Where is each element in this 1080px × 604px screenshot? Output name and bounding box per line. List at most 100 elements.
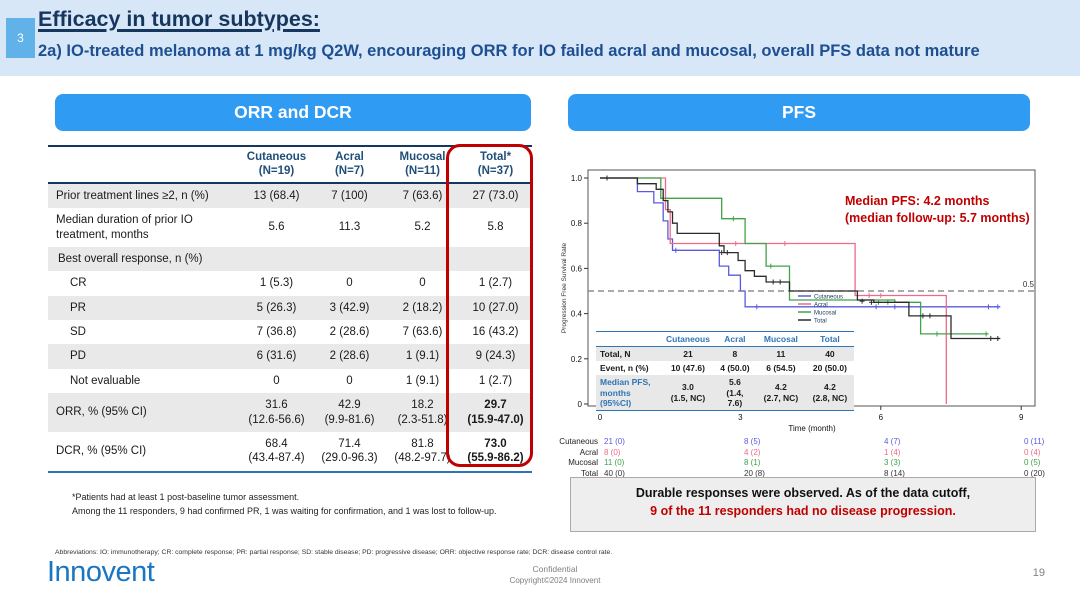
- plot-area: [587, 169, 1036, 407]
- table-cell: 11.3: [338, 221, 361, 234]
- table-cell: 0: [346, 374, 353, 387]
- row-label: Prior treatment lines ≥2, n (%): [56, 189, 209, 202]
- table-cell: 1 (9.1): [405, 350, 440, 363]
- inset-cell: 21: [683, 349, 693, 359]
- at-risk-row-label: Mucosal: [568, 458, 598, 467]
- table-cell: 42.9 (9.9-81.6): [324, 399, 375, 426]
- row-label: SD: [70, 326, 86, 338]
- table-row: SD 7 (36.8) 2 (28.6) 7 (63.6) 16 (43.2): [48, 320, 532, 344]
- row-label: PR: [70, 301, 86, 314]
- table-cell: 1 (2.7): [478, 374, 513, 387]
- table-cell: 2 (18.2): [402, 301, 443, 314]
- table-cell: 27 (73.0): [472, 189, 519, 202]
- legend-label: Cutaneous: [814, 295, 843, 301]
- table-cell: 1 (5.3): [259, 277, 294, 290]
- table-row: ORR, % (95% CI) 31.6 (12.6-56.6) 42.9 (9.9-8…: [48, 393, 532, 432]
- km-curve-total: [600, 177, 1001, 340]
- slide-number-badge: 3: [6, 18, 35, 58]
- at-risk-value: 0 (4): [1024, 447, 1041, 457]
- at-risk-value: 0 (11): [1024, 437, 1045, 446]
- inset-cell: 8: [732, 349, 738, 359]
- number-at-risk-table: Cutaneous 21 (0) 8 (5) 4 (7) 0 (11) Acral 8 (0…: [558, 437, 1070, 481]
- row-label: CR: [70, 277, 87, 290]
- table-column-header: Mucosal (N=11): [399, 151, 446, 178]
- row-label: DCR, % (95% CI): [56, 445, 147, 458]
- table-row: CR 1 (5.3) 0 0 1 (2.7): [48, 271, 532, 295]
- table-cell: 18.2 (2.3-51.8): [397, 399, 448, 426]
- row-label: Best overall response, n (%): [58, 252, 203, 265]
- confidential-label: Confidential: [532, 564, 578, 574]
- median-pfs-annotation: Median PFS: 4.2 months (median follow-up…: [845, 193, 1045, 227]
- table-cell: 5.6: [268, 221, 285, 234]
- header-band: [0, 0, 1080, 76]
- page-number: 19: [1032, 567, 1045, 579]
- table-row: Median duration of prior IO treatment, m…: [48, 208, 532, 247]
- inset-cell: 11: [776, 349, 786, 359]
- x-tick-label: 0: [598, 413, 603, 422]
- x-axis-label: Time (month): [788, 424, 836, 433]
- table-cell: 6 (31.6): [256, 350, 297, 363]
- table-cell: 7 (63.6): [402, 189, 443, 202]
- table-row: Best overall response, n (%): [48, 246, 532, 272]
- table-cell: [313, 247, 386, 271]
- copyright-label: Copyright©2024 Innovent: [509, 576, 601, 585]
- inset-column-header: Acral: [724, 334, 746, 344]
- footer-center: Confidential Copyright©2024 Innovent: [430, 564, 680, 585]
- inset-cell: 4.2 (2.7, NC): [763, 382, 799, 403]
- table-cell: 7 (36.8): [256, 326, 297, 338]
- km-curve-cutaneous: [600, 177, 1001, 308]
- y-tick-label: 0: [578, 400, 583, 409]
- table-cell: [240, 247, 313, 271]
- footnote: *Patients had at least 1 post-baseline t…: [72, 492, 300, 502]
- footnote: Among the 11 responders, 9 had confirmed…: [72, 506, 497, 516]
- inset-row-label: Total, N: [600, 349, 631, 359]
- table-row: DCR, % (95% CI) 68.4 (43.4-87.4) 71.4 (29.0-…: [48, 432, 532, 472]
- at-risk-value: 20 (8): [744, 468, 765, 478]
- conclusion-line: 9 of the 11 responders had no disease pr…: [650, 504, 956, 518]
- table-cell: 7 (100): [331, 189, 368, 202]
- table-cell: 1 (9.1): [405, 374, 440, 387]
- x-tick-label: 3: [738, 413, 743, 422]
- at-risk-row-label: Cutaneous: [559, 437, 598, 446]
- inset-cell: 5.6 (1.4, 7.6): [726, 377, 744, 408]
- table-cell: 73.0 (55.9-86.2): [467, 437, 524, 465]
- at-risk-row: Cutaneous 21 (0) 8 (5) 4 (7) 0 (11): [558, 437, 1070, 448]
- table-cell: 13 (68.4): [253, 189, 300, 202]
- table-cell: 71.4 (29.0-96.3): [321, 437, 378, 465]
- y-tick-label: 1.0: [571, 174, 583, 183]
- table-cell: 5.2: [414, 221, 431, 234]
- table-column-header: Cutaneous (N=19): [246, 151, 307, 178]
- table-row: Not evaluable 0 0 1 (9.1) 1 (2.7): [48, 369, 532, 393]
- table-cell: 7 (63.6): [402, 326, 443, 338]
- table-cell: 9 (24.3): [475, 350, 516, 363]
- orr-dcr-panel-header: ORR and DCR: [55, 94, 531, 131]
- at-risk-row: Mucosal 11 (0) 8 (1) 3 (3) 0 (5): [558, 458, 1070, 469]
- y-axis-label: Progression Free Survival Rate: [561, 242, 568, 333]
- conclusion-box: Durable responses were observed. As of t…: [570, 477, 1036, 532]
- legend-label: Total: [814, 319, 827, 325]
- table-cell: 5.8: [487, 221, 504, 234]
- row-label: ORR, % (95% CI): [56, 406, 147, 419]
- reference-line-label: 0.5: [1023, 280, 1035, 289]
- inset-column-header: Mucosal: [763, 334, 798, 344]
- conclusion-line: Durable responses were observed. As of t…: [635, 486, 971, 500]
- inset-cell: 4 (50.0): [720, 363, 750, 374]
- row-label: PD: [70, 350, 86, 363]
- slide-subtitle: 2a) IO-treated melanoma at 1 mg/kg Q2W, …: [38, 42, 980, 60]
- inset-cell: 6 (54.5): [766, 363, 796, 374]
- pfs-chart: 1.0 0.8 0.6 0.4 0.2 0 0 3 6 9 Time (month) Progress…: [558, 160, 1040, 438]
- at-risk-row: Total 40 (0) 20 (8) 8 (14) 0 (20): [558, 469, 1070, 480]
- x-tick-label: 9: [1019, 413, 1024, 422]
- inset-cell: 20 (50.0): [812, 363, 847, 374]
- inset-cell: 40: [825, 349, 835, 359]
- annotation-line: (median follow-up: 5.7 months): [845, 210, 1030, 225]
- at-risk-row-label: Acral: [579, 447, 598, 457]
- at-risk-value: 3 (3): [884, 458, 901, 467]
- pfs-panel-header: PFS: [568, 94, 1030, 131]
- innovent-logo: Innovent: [47, 556, 155, 588]
- table-cell: 2 (28.6): [329, 326, 370, 338]
- pfs-inset-stats-table: Cutaneous Acral Mucosal Total Total, N 21 8 11 4…: [596, 331, 854, 411]
- inset-column-header: Total: [820, 334, 840, 344]
- table-cell: 10 (27.0): [472, 301, 519, 314]
